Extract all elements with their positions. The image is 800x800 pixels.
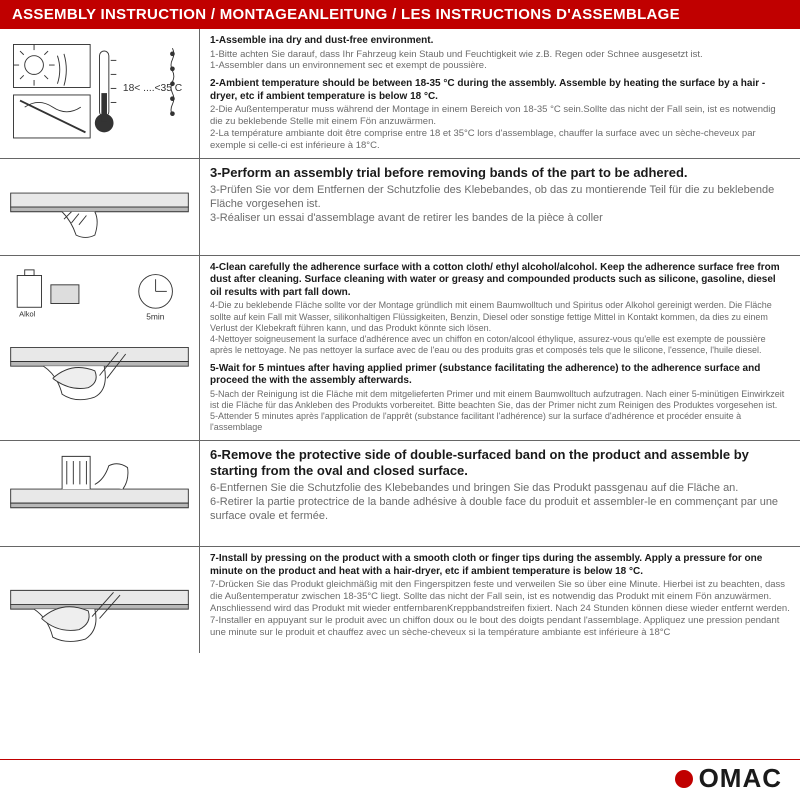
step-3-fr: 3-Réaliser un essai d'assemblage avant d… xyxy=(210,212,790,226)
step-4-fr: 4-Nettoyer soigneusement la surface d'ad… xyxy=(210,334,790,357)
step-3-title: 3-Perform an assembly trial before remov… xyxy=(210,165,790,181)
step-5-de: 5-Nach der Reinigung ist die Fläche mit … xyxy=(210,389,790,412)
svg-text:Alkol: Alkol xyxy=(19,310,36,319)
step-1-fr: 1-Assembler dans un environnement sec et… xyxy=(210,60,790,72)
illustration-press xyxy=(0,547,200,653)
illustration-remove xyxy=(0,441,200,547)
step-7-de: 7-Drücken Sie das Produkt gleichmäßig mi… xyxy=(210,579,790,615)
step-5-title: 5-Wait for 5 mintues after having applie… xyxy=(210,363,790,388)
logo: OMAC xyxy=(675,763,782,794)
row-4: 6-Remove the protective side of double-s… xyxy=(0,441,800,548)
illustration-trial xyxy=(0,159,200,255)
step-3-de: 3-Prüfen Sie vor dem Entfernen der Schut… xyxy=(210,184,790,212)
svg-text:5min: 5min xyxy=(146,312,165,322)
row-2: 3-Perform an assembly trial before remov… xyxy=(0,159,800,256)
illustration-temperature: 18< ....<35 C xyxy=(0,29,200,158)
row-5: 7-Install by pressing on the product wit… xyxy=(0,547,800,653)
illustration-clean: Alkol 5min xyxy=(0,256,200,440)
footer-divider xyxy=(0,759,800,760)
step-6-de: 6-Entfernen Sie die Schutzfolie des Kleb… xyxy=(210,482,790,496)
row-3-text: 4-Clean carefully the adherence surface … xyxy=(200,256,800,440)
row-3: Alkol 5min 4-Clean carefully the adheren… xyxy=(0,256,800,441)
instruction-rows: 18< ....<35 C 1-Assemble ina dry and dus… xyxy=(0,29,800,653)
step-1-title: 1-Assemble ina dry and dust-free environ… xyxy=(210,35,790,48)
step-2-fr: 2-La température ambiante doit être comp… xyxy=(210,128,790,152)
logo-text: OMAC xyxy=(699,763,782,794)
step-2-de: 2-Die Außentemperatur muss während der M… xyxy=(210,104,790,128)
step-7-title: 7-Install by pressing on the product wit… xyxy=(210,553,790,578)
row-5-text: 7-Install by pressing on the product wit… xyxy=(200,547,800,653)
step-2-title: 2-Ambient temperature should be between … xyxy=(210,78,790,103)
step-6-fr: 6-Retirer la partie protectrice de la ba… xyxy=(210,496,790,524)
step-6-title: 6-Remove the protective side of double-s… xyxy=(210,447,790,480)
header-title: ASSEMBLY INSTRUCTION / MONTAGEANLEITUNG … xyxy=(0,0,800,29)
step-4-de: 4-Die zu beklebende Fläche sollte vor de… xyxy=(210,300,790,334)
row-2-text: 3-Perform an assembly trial before remov… xyxy=(200,159,800,255)
step-4-title: 4-Clean carefully the adherence surface … xyxy=(210,262,790,300)
step-1-de: 1-Bitte achten Sie darauf, dass Ihr Fahr… xyxy=(210,49,790,61)
row-1: 18< ....<35 C 1-Assemble ina dry and dus… xyxy=(0,29,800,159)
logo-dot-icon xyxy=(675,770,693,788)
row-1-text: 1-Assemble ina dry and dust-free environ… xyxy=(200,29,800,158)
step-5-fr: 5-Attender 5 minutes après l'application… xyxy=(210,411,790,434)
row-4-text: 6-Remove the protective side of double-s… xyxy=(200,441,800,547)
step-7-fr: 7-Installer en appuyant sur le produit a… xyxy=(210,615,790,639)
